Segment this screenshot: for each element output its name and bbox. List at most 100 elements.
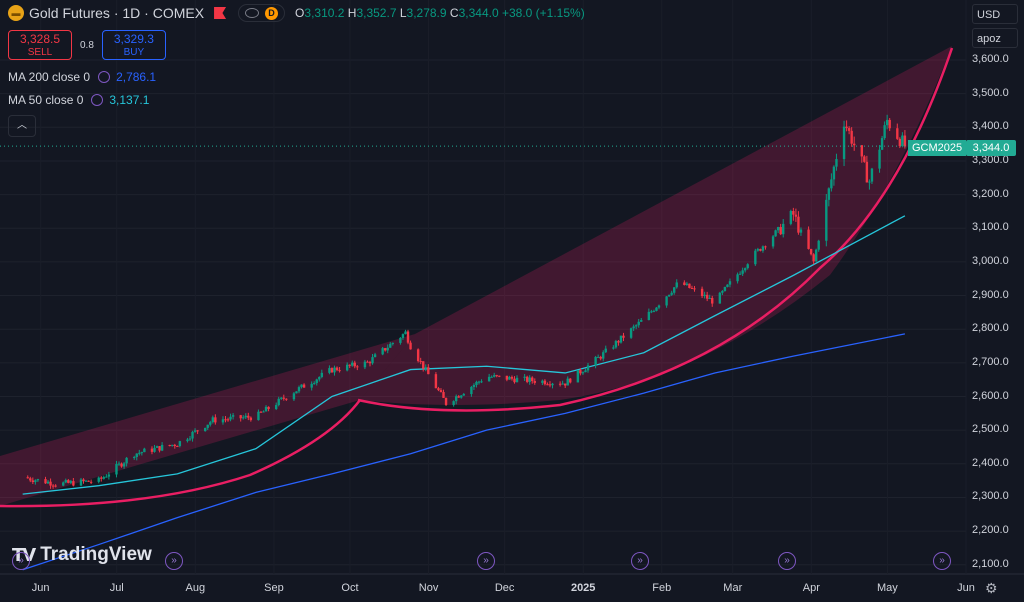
buy-button[interactable]: 3,329.3 BUY bbox=[101, 30, 166, 60]
candle-body bbox=[315, 379, 318, 384]
candle-body bbox=[675, 282, 678, 288]
candle-body bbox=[155, 446, 159, 448]
candle-body bbox=[835, 159, 838, 167]
candle-body bbox=[693, 288, 696, 290]
data-badge[interactable]: D bbox=[265, 6, 279, 20]
candle-body bbox=[797, 216, 800, 233]
y-tick-label: 3,600.0 bbox=[972, 53, 1009, 65]
candle-body bbox=[602, 352, 605, 359]
candle-body bbox=[221, 419, 225, 423]
arc-right bbox=[357, 47, 954, 412]
candle-body bbox=[708, 298, 711, 300]
candle-body bbox=[629, 328, 633, 338]
candle-body bbox=[794, 214, 798, 217]
y-tick-label: 2,100.0 bbox=[972, 557, 1009, 570]
indicator-ma50[interactable]: MA 50 close 0 3,137.1 bbox=[8, 93, 149, 107]
candle-body bbox=[36, 479, 40, 481]
candle-body bbox=[700, 288, 704, 297]
candle-body bbox=[318, 376, 321, 380]
x-tick-label: Feb bbox=[652, 582, 672, 594]
candle-body bbox=[186, 439, 189, 442]
chevron-up-icon: ︿ bbox=[17, 120, 27, 131]
x-tick-label: Mar bbox=[723, 582, 743, 594]
event-marker[interactable]: » bbox=[933, 552, 951, 570]
tradingview-logo[interactable]: 𝗧𝗩 TradingView bbox=[12, 544, 152, 566]
currency-select[interactable]: USD bbox=[972, 4, 1018, 24]
event-marker[interactable]: » bbox=[477, 552, 495, 570]
candle-body bbox=[896, 128, 899, 139]
candle-body bbox=[82, 479, 85, 482]
candle-body bbox=[214, 417, 217, 423]
gear-icon[interactable]: ⚙ bbox=[985, 580, 998, 596]
refresh-icon[interactable] bbox=[91, 94, 104, 106]
candle-body bbox=[297, 387, 301, 392]
indicator-label: MA 200 close 0 bbox=[8, 70, 91, 84]
candle-body bbox=[558, 383, 562, 385]
candle-body bbox=[761, 246, 765, 251]
event-marker[interactable]: » bbox=[12, 552, 30, 570]
candle-body bbox=[885, 119, 889, 126]
flag-icon[interactable] bbox=[214, 7, 227, 19]
candle-body bbox=[338, 370, 341, 372]
candle-body bbox=[774, 230, 777, 237]
eye-icon[interactable] bbox=[245, 8, 260, 18]
x-tick-label: 2025 bbox=[570, 582, 596, 594]
candle-body bbox=[292, 393, 296, 400]
y-tick-label: 2,400.0 bbox=[972, 456, 1009, 469]
unit-select[interactable]: apoz bbox=[972, 28, 1018, 48]
event-marker[interactable]: » bbox=[165, 552, 183, 570]
candle-body bbox=[460, 395, 463, 398]
candle-body bbox=[711, 298, 714, 304]
candle-body bbox=[726, 284, 729, 287]
candle-body bbox=[345, 364, 349, 371]
y-tick-label: 2,800.0 bbox=[972, 322, 1009, 335]
candle-body bbox=[173, 444, 176, 447]
spread-value: 0.8 bbox=[80, 39, 94, 51]
symbol-title[interactable]: Gold Futures · 1D · COMEX bbox=[29, 5, 205, 21]
candle-body bbox=[79, 479, 83, 486]
sell-button[interactable]: 3,328.5 SELL bbox=[8, 30, 72, 60]
candle-body bbox=[736, 274, 739, 282]
candle-body bbox=[619, 335, 623, 343]
candle-body bbox=[257, 411, 260, 421]
candle-body bbox=[120, 463, 123, 467]
candle-body bbox=[160, 444, 164, 451]
candle-body bbox=[493, 375, 496, 377]
candle-body bbox=[310, 383, 313, 388]
candle-body bbox=[652, 310, 656, 312]
candle-body bbox=[637, 321, 640, 326]
event-marker[interactable]: » bbox=[631, 552, 649, 570]
candle-body bbox=[546, 384, 549, 386]
collapse-indicators-button[interactable]: ︿ bbox=[8, 115, 36, 137]
candle-body bbox=[72, 481, 75, 486]
candle-body bbox=[541, 380, 544, 383]
indicator-ma200[interactable]: MA 200 close 0 2,786.1 bbox=[8, 70, 156, 84]
symbol-price-tag: GCM2025 bbox=[908, 140, 967, 156]
candle-body bbox=[842, 126, 846, 160]
candle-body bbox=[901, 135, 904, 147]
candle-body bbox=[188, 438, 192, 440]
visibility-pill[interactable]: D bbox=[238, 4, 286, 22]
candle-body bbox=[34, 480, 37, 483]
refresh-icon[interactable] bbox=[98, 71, 111, 83]
candle-body bbox=[333, 367, 336, 373]
candle-body bbox=[295, 391, 298, 394]
y-tick-label: 2,300.0 bbox=[972, 490, 1009, 503]
candle-body bbox=[776, 227, 780, 231]
candle-body bbox=[690, 287, 694, 289]
candle-body bbox=[54, 485, 57, 487]
candle-body bbox=[211, 417, 215, 423]
candle-body bbox=[508, 376, 511, 380]
event-marker[interactable]: » bbox=[778, 552, 796, 570]
candle-body bbox=[685, 283, 689, 285]
candle-body bbox=[150, 448, 154, 452]
candle-body bbox=[771, 236, 775, 247]
candle-body bbox=[470, 386, 473, 395]
candle-body bbox=[416, 349, 420, 362]
candle-body bbox=[67, 480, 70, 483]
ohlc-high-label: H bbox=[347, 6, 357, 20]
candle-body bbox=[472, 384, 476, 387]
candle-body bbox=[384, 348, 387, 351]
buy-label: BUY bbox=[123, 47, 145, 58]
